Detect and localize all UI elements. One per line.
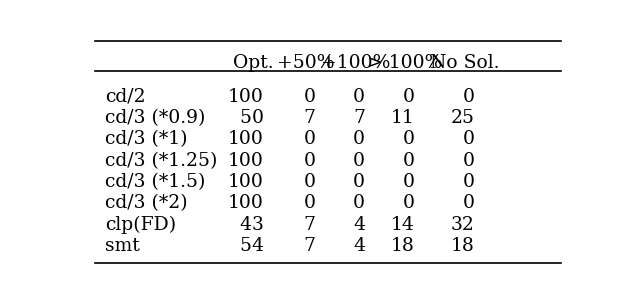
Text: Opt.: Opt. [234,54,274,72]
Text: 7: 7 [353,109,365,127]
Text: 0: 0 [462,152,474,170]
Text: 7: 7 [303,216,316,234]
Text: cd/3 (*1): cd/3 (*1) [105,130,188,148]
Text: cd/3 (*1.5): cd/3 (*1.5) [105,173,205,191]
Text: 4: 4 [353,216,365,234]
Text: 0: 0 [353,194,365,212]
Text: 50: 50 [234,109,264,127]
Text: 0: 0 [303,173,316,191]
Text: +100%: +100% [321,54,390,72]
Text: 0: 0 [462,130,474,148]
Text: 0: 0 [303,152,316,170]
Text: 0: 0 [462,173,474,191]
Text: 18: 18 [451,237,474,255]
Text: cd/3 (*2): cd/3 (*2) [105,194,188,212]
Text: 100: 100 [228,88,264,105]
Text: cd/2: cd/2 [105,88,145,105]
Text: 100: 100 [228,152,264,170]
Text: 0: 0 [403,88,415,105]
Text: 25: 25 [451,109,474,127]
Text: 32: 32 [451,216,474,234]
Text: 43: 43 [234,216,264,234]
Text: 54: 54 [234,237,264,255]
Text: > 100%: > 100% [367,54,443,72]
Text: 0: 0 [303,130,316,148]
Text: 0: 0 [403,130,415,148]
Text: 0: 0 [353,173,365,191]
Text: 0: 0 [462,194,474,212]
Text: 4: 4 [353,237,365,255]
Text: 0: 0 [403,194,415,212]
Text: clp(FD): clp(FD) [105,215,176,234]
Text: cd/3 (*0.9): cd/3 (*0.9) [105,109,205,127]
Text: smt: smt [105,237,140,255]
Text: 0: 0 [303,88,316,105]
Text: 0: 0 [353,130,365,148]
Text: 14: 14 [391,216,415,234]
Text: 0: 0 [403,173,415,191]
Text: 0: 0 [403,152,415,170]
Text: No Sol.: No Sol. [429,54,499,72]
Text: 0: 0 [353,152,365,170]
Text: 0: 0 [462,88,474,105]
Text: 11: 11 [391,109,415,127]
Text: 100: 100 [228,173,264,191]
Text: 0: 0 [303,194,316,212]
Text: cd/3 (*1.25): cd/3 (*1.25) [105,152,217,170]
Text: 7: 7 [303,237,316,255]
Text: +50%: +50% [277,54,335,72]
Text: 7: 7 [303,109,316,127]
Text: 100: 100 [228,194,264,212]
Text: 18: 18 [391,237,415,255]
Text: 0: 0 [353,88,365,105]
Text: 100: 100 [228,130,264,148]
